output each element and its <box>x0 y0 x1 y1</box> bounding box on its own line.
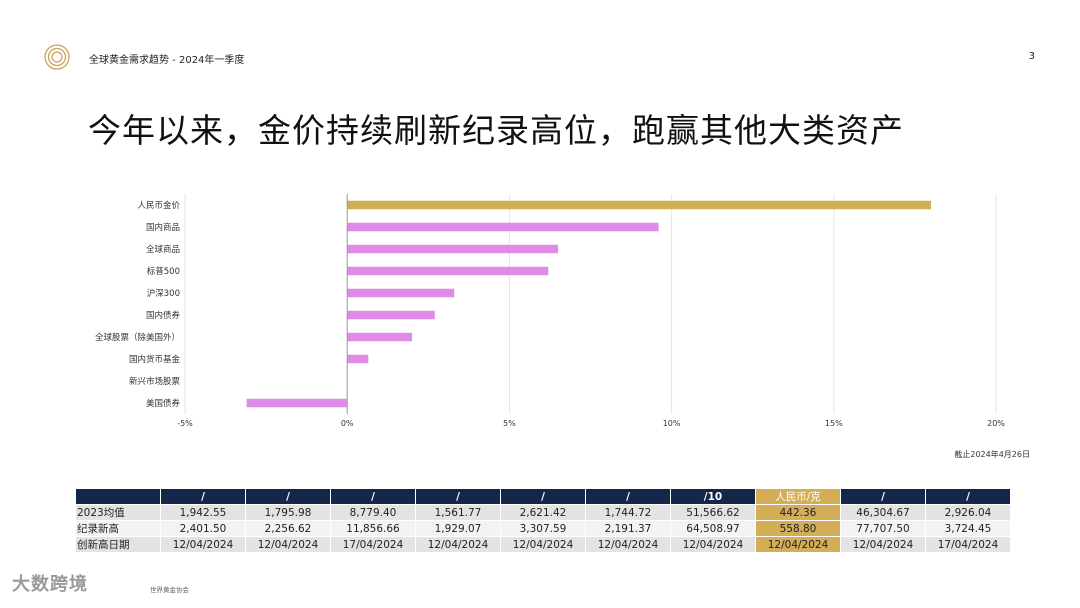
x-tick-label: 5% <box>503 419 516 428</box>
bar <box>347 244 559 254</box>
category-label: 全球商品 <box>146 244 180 255</box>
table-cell: 12/04/2024 <box>245 536 331 553</box>
bar <box>347 200 932 210</box>
category-label: 新兴市场股票 <box>129 376 181 387</box>
table-row-label: 2023均值 <box>75 504 161 521</box>
table-cell: 3,724.45 <box>925 520 1011 537</box>
table-header-cell: / <box>245 488 331 505</box>
bar <box>347 266 549 276</box>
table-cell: 442.36 <box>755 504 841 521</box>
page-title: 今年以来，金价持续刷新纪录高位，跑赢其他大类资产 <box>88 111 904 150</box>
table-cell: 12/04/2024 <box>840 536 926 553</box>
table-cell: 64,508.97 <box>670 520 756 537</box>
category-label: 美国债券 <box>146 398 181 409</box>
table-header-cell: / <box>585 488 671 505</box>
table-header-row: / / / / / / /10 人民币/克 / / <box>75 488 1011 505</box>
page-number: 3 <box>1028 51 1035 62</box>
category-label: 国内货币基金 <box>129 354 181 365</box>
x-tick-label: 0% <box>341 419 354 428</box>
footer-note: 世界黄金协会 <box>150 586 189 594</box>
table-header-cell: / <box>160 488 246 505</box>
table-cell: 12/04/2024 <box>755 536 841 553</box>
bar <box>347 332 413 342</box>
category-label: 全球股票（除美国外） <box>95 332 180 343</box>
table-cell: 2,621.42 <box>500 504 586 521</box>
x-tick-label: 10% <box>663 419 681 428</box>
table-cell: 12/04/2024 <box>585 536 671 553</box>
table-row: 纪录新高 2,401.50 2,256.62 11,856.66 1,929.07 3,3… <box>75 520 1011 537</box>
table-cell: 17/04/2024 <box>925 536 1011 553</box>
bar <box>347 288 455 298</box>
table-header-cell: / <box>925 488 1011 505</box>
table-cell: 558.80 <box>755 520 841 537</box>
table-cell: 12/04/2024 <box>670 536 756 553</box>
x-tick-label: 20% <box>987 419 1005 428</box>
bar <box>246 398 348 408</box>
table-cell: 1,929.07 <box>415 520 501 537</box>
table-row: 创新高日期 12/04/2024 12/04/2024 17/04/2024 12/04… <box>75 536 1011 553</box>
table-row: 2023均值 1,942.55 1,795.98 8,779.40 1,561.77 2,… <box>75 504 1011 521</box>
world-gold-council-logo-icon <box>44 44 70 70</box>
table-cell: 12/04/2024 <box>160 536 246 553</box>
table-cell: 1,942.55 <box>160 504 246 521</box>
category-label: 国内商品 <box>146 222 180 233</box>
table-row-label: 创新高日期 <box>75 536 161 553</box>
table-cell: 1,795.98 <box>245 504 331 521</box>
table-cell: 77,707.50 <box>840 520 926 537</box>
table-cell: 2,926.04 <box>925 504 1011 521</box>
bar <box>347 222 659 232</box>
table-cell: 11,856.66 <box>330 520 416 537</box>
category-label: 沪深300 <box>147 288 180 299</box>
bar <box>347 310 435 320</box>
category-label: 人民币金价 <box>137 200 180 211</box>
table-header-cell: / <box>840 488 926 505</box>
x-tick-label: -5% <box>177 419 193 428</box>
x-tick-label: 15% <box>825 419 843 428</box>
category-label: 国内债券 <box>146 310 181 321</box>
table-cell: 2,256.62 <box>245 520 331 537</box>
table-cell: 1,744.72 <box>585 504 671 521</box>
table-cell: 8,779.40 <box>330 504 416 521</box>
category-label: 标普500 <box>147 266 180 277</box>
price-table: / / / / / / /10 人民币/克 / / 2023均值 1,942.55… <box>75 488 1011 553</box>
table-cell: 3,307.59 <box>500 520 586 537</box>
table-header-cell: /10 <box>670 488 756 505</box>
table-header-cell: / <box>330 488 416 505</box>
table-cell: 12/04/2024 <box>500 536 586 553</box>
table-cell: 2,191.37 <box>585 520 671 537</box>
source-note: 截止2024年4月26日 <box>954 450 1030 459</box>
table-cell: 46,304.67 <box>840 504 926 521</box>
table-header-cell: / <box>500 488 586 505</box>
bar <box>347 354 369 364</box>
table-cell: 17/04/2024 <box>330 536 416 553</box>
table-header-cell: 人民币/克 <box>755 488 841 505</box>
table-cell: 12/04/2024 <box>415 536 501 553</box>
table-cell: 1,561.77 <box>415 504 501 521</box>
table-header-cell: / <box>415 488 501 505</box>
table-row-label: 纪录新高 <box>75 520 161 537</box>
table-cell: 2,401.50 <box>160 520 246 537</box>
header-title: 全球黄金需求趋势 - 2024年一季度 <box>89 55 245 66</box>
table-header-cell <box>75 488 161 505</box>
watermark-text: 大数跨境 <box>12 574 88 595</box>
table-cell: 51,566.62 <box>670 504 756 521</box>
